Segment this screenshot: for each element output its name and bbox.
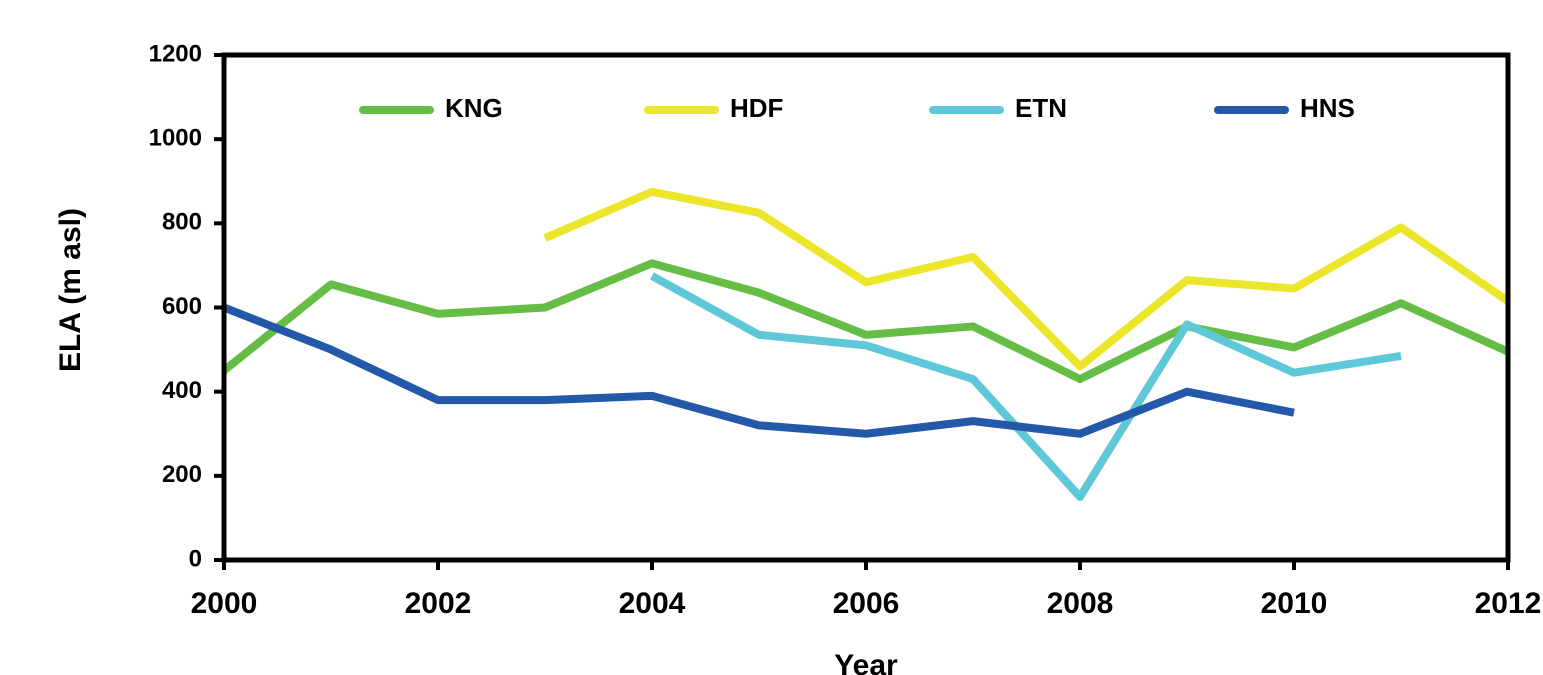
y-tick-label: 400 (162, 377, 202, 404)
y-tick-label: 1000 (149, 125, 202, 152)
y-axis-title: ELA (m asl) (54, 208, 87, 372)
series-line (222, 303, 1295, 438)
legend-label: ETN (1015, 93, 1067, 123)
y-tick-label: 1200 (149, 40, 202, 67)
series-line (221, 259, 1510, 384)
x-axis-title: Year (834, 649, 898, 675)
y-tick-label: 0 (189, 545, 202, 572)
plot-frame (221, 52, 1511, 563)
x-tick-label: 2000 (191, 587, 258, 620)
x-tick-label: 2006 (833, 587, 900, 620)
y-tick-label: 200 (162, 461, 202, 488)
x-tick-label: 2012 (1475, 587, 1542, 620)
series-line (543, 187, 1511, 371)
x-tick-label: 2004 (619, 587, 686, 620)
y-tick-label: 600 (162, 293, 202, 320)
y-tick-label: 800 (162, 209, 202, 236)
legend-label: HDF (730, 93, 783, 123)
x-tick-label: 2008 (1047, 587, 1114, 620)
legend-label: KNG (445, 93, 503, 123)
x-tick-label: 2002 (405, 587, 472, 620)
series-line (650, 272, 1402, 501)
legend-label: HNS (1300, 93, 1355, 123)
x-tick-label: 2010 (1261, 587, 1328, 620)
